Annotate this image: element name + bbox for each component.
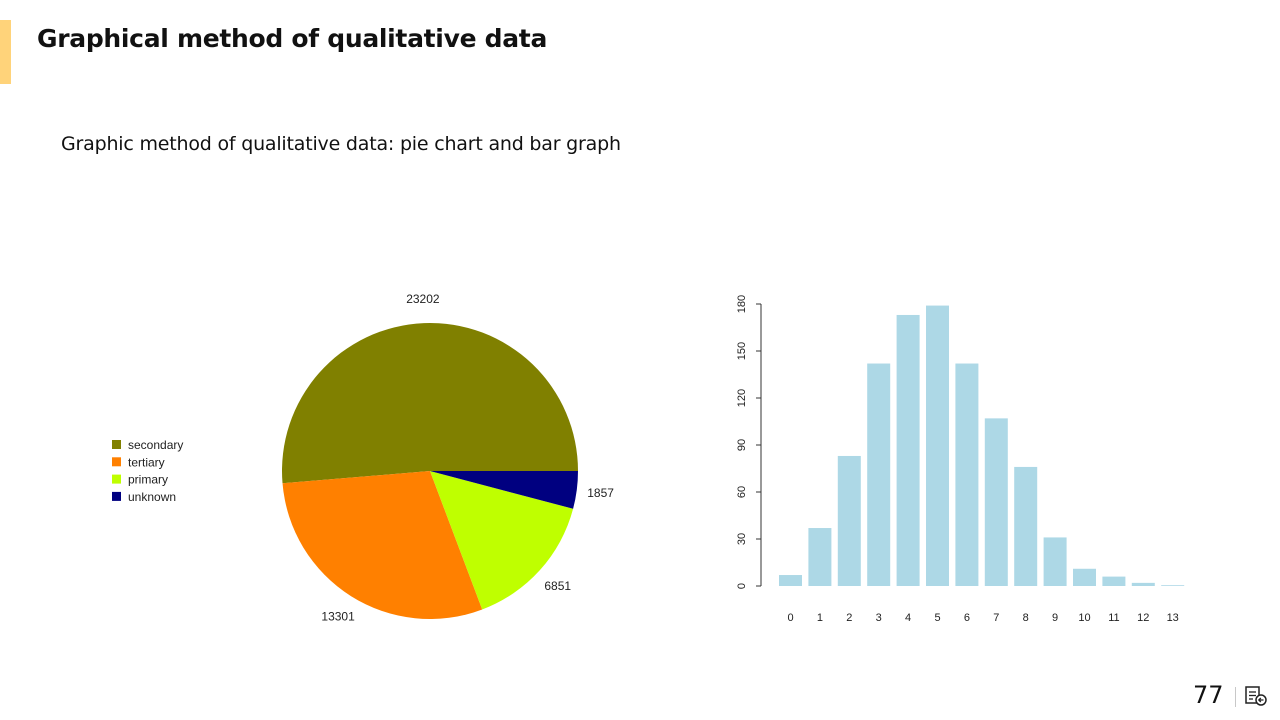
bar-12	[1131, 582, 1155, 586]
bar-3	[867, 363, 891, 586]
x-tick-label-0: 0	[787, 612, 793, 624]
legend-swatch-unknown	[112, 491, 121, 501]
bar-9	[1043, 537, 1067, 586]
pie-chart: 23202 13301 6851 1857 secondary tertiary prim…	[112, 292, 614, 623]
bar-0	[779, 575, 802, 586]
pie-slice-unknown	[430, 471, 578, 509]
bar-5	[926, 305, 949, 586]
pie-slices	[282, 322, 578, 619]
x-tick-label-12: 12	[1137, 612, 1149, 624]
y-tick-label-90: 90	[736, 439, 748, 451]
bar-6	[955, 363, 979, 586]
x-tick-label-4: 4	[905, 612, 911, 624]
legend-swatch-primary	[112, 474, 121, 484]
bar-2	[837, 455, 861, 586]
legend-label-primary: primary	[128, 473, 168, 487]
notes-icon[interactable]	[1244, 685, 1268, 707]
bar-11	[1102, 576, 1126, 586]
x-tick-labels: 0 1 2 3 4 5 6 7 8 9 10 11 12 13	[787, 612, 1178, 624]
bar-10	[1073, 568, 1096, 586]
x-tick-label-2: 2	[846, 612, 852, 624]
x-tick-label-6: 6	[964, 612, 970, 624]
slide-title: Graphical method of qualitative data	[37, 24, 548, 53]
bars	[779, 305, 1185, 586]
y-tick-label-0: 0	[736, 583, 748, 589]
x-tick-label-5: 5	[934, 612, 940, 624]
page-number: 77	[1193, 681, 1224, 709]
bar-13	[1161, 585, 1185, 586]
y-tick-label-60: 60	[736, 486, 748, 498]
y-tick-label-120: 120	[736, 389, 748, 407]
y-tick-label-30: 30	[736, 533, 748, 545]
bar-8	[1014, 466, 1038, 586]
pie-label-tertiary: 13301	[321, 609, 355, 623]
x-tick-label-9: 9	[1052, 612, 1058, 624]
bar-4	[896, 314, 920, 586]
x-tick-label-3: 3	[876, 612, 882, 624]
legend-label-secondary: secondary	[128, 438, 183, 452]
x-tick-label-7: 7	[993, 612, 999, 624]
y-axis: 0 30 60 90 120 150 180	[736, 295, 762, 589]
x-tick-label-13: 13	[1167, 612, 1179, 624]
pie-label-secondary: 23202	[406, 292, 440, 306]
legend-label-unknown: unknown	[128, 490, 176, 504]
footer-separator	[1235, 687, 1236, 707]
legend-label-tertiary: tertiary	[128, 455, 165, 469]
y-tick-label-180: 180	[736, 295, 748, 313]
x-tick-label-10: 10	[1078, 612, 1090, 624]
y-tick-label-150: 150	[736, 342, 748, 360]
pie-slice-tertiary	[282, 471, 483, 619]
slide-subtitle: Graphic method of qualitative data: pie …	[61, 133, 621, 155]
pie-labels: 23202 13301 6851 1857	[321, 292, 614, 623]
pie-slice-primary	[430, 471, 574, 610]
legend-swatch-tertiary	[112, 457, 121, 467]
x-tick-label-1: 1	[817, 612, 823, 624]
legend-swatch-secondary	[112, 440, 121, 449]
x-tick-label-8: 8	[1023, 612, 1029, 624]
title-accent-bar	[0, 20, 11, 84]
pie-slice-secondary	[282, 322, 578, 484]
bar-7	[984, 418, 1008, 586]
pie-legend: secondary tertiary primary unknown	[112, 438, 183, 504]
bar-1	[808, 528, 832, 586]
pie-label-unknown: 1857	[587, 486, 614, 500]
pie-label-primary: 6851	[544, 579, 571, 593]
x-tick-label-11: 11	[1108, 612, 1119, 624]
